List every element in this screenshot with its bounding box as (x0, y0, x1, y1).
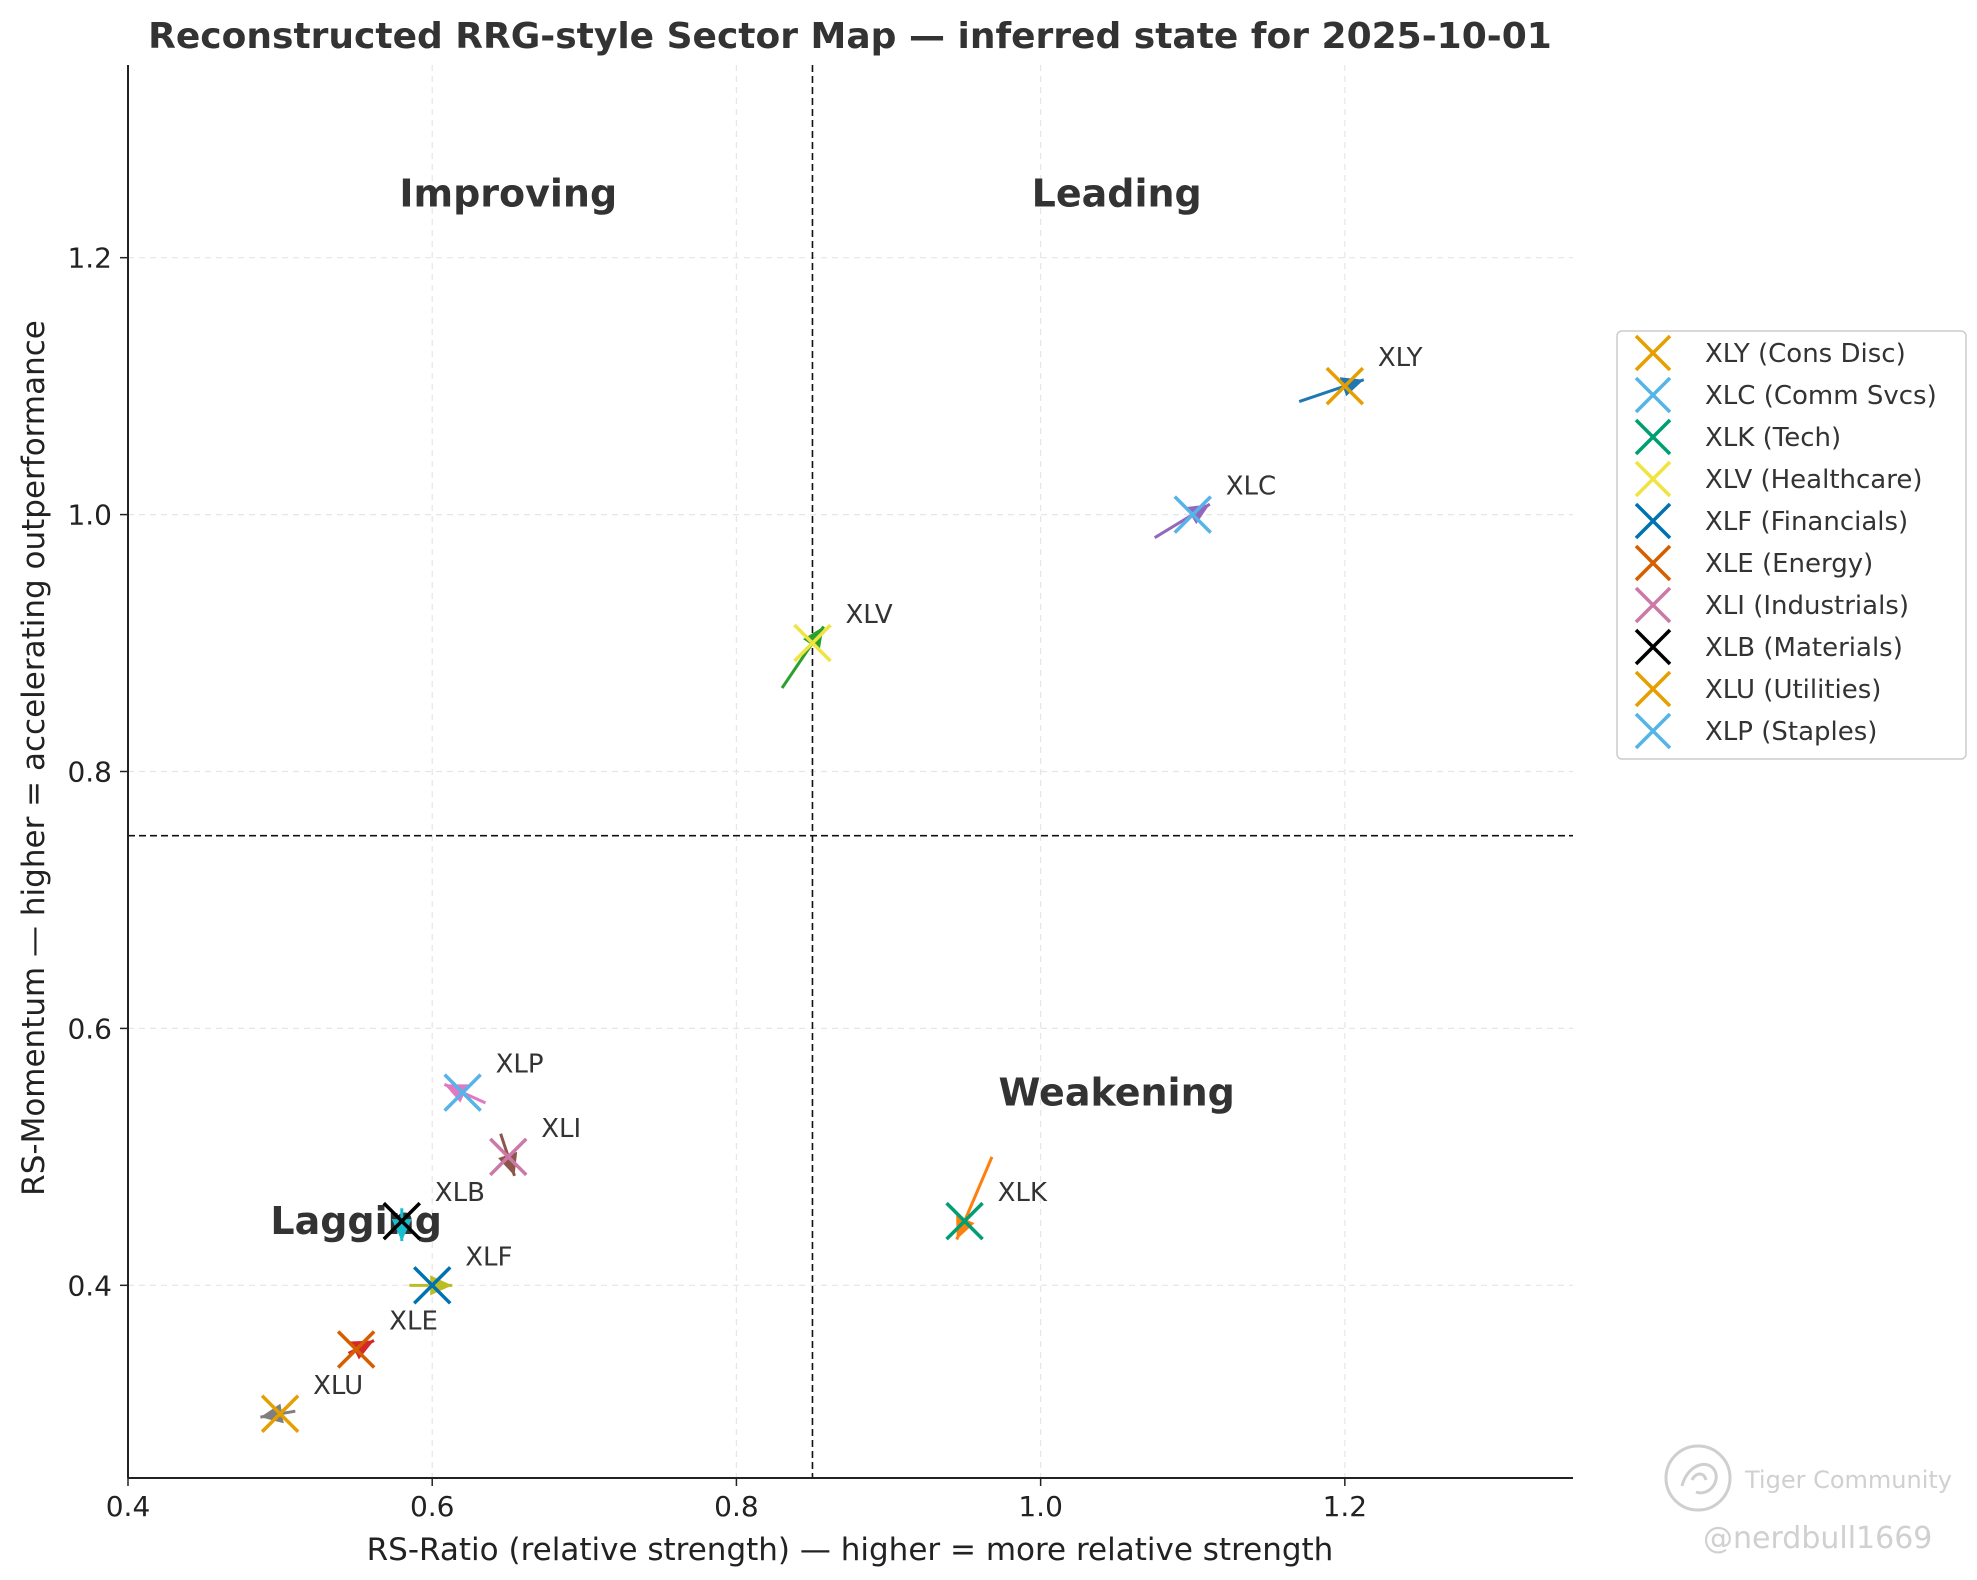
x-tick-label: 0.8 (714, 1490, 759, 1523)
marker-stroke (793, 623, 832, 663)
grid (127, 65, 1573, 1478)
marker-stroke (1173, 495, 1212, 534)
legend-frame (1616, 330, 1967, 760)
legend-marker (1634, 628, 1672, 666)
legend-label: XLF (Financials) (1705, 507, 1908, 537)
marker-stroke (1325, 366, 1365, 406)
point-label-xly: XLY (1378, 343, 1423, 373)
y-tick-label: 0.4 (67, 1269, 112, 1302)
quadrant-label-lagging: Lagging (270, 1199, 442, 1243)
marker-stroke (945, 1201, 984, 1241)
legend-entry-xlk: XLK (Tech) (1634, 418, 1841, 456)
reference-lines (128, 65, 1573, 1478)
data-points (260, 366, 1365, 1434)
legend-marker (1634, 544, 1672, 582)
point-label-xlv: XLV (845, 600, 892, 630)
legend-entry-xlf: XLF (Financials) (1634, 502, 1908, 540)
point-labels: XLY XLC XLK XLV XLF XLE XLI XLB XLU XLP (313, 343, 1423, 1401)
x-tick-label: 0.6 (410, 1490, 455, 1523)
legend-entry-xlu: XLU (Utilities) (1634, 670, 1881, 708)
legend-entry-xly: XLY (Cons Disc) (1634, 334, 1906, 372)
legend-label: XLB (Materials) (1705, 633, 1903, 663)
point-label-xle: XLE (389, 1307, 438, 1337)
y-tick-label: 1.2 (67, 242, 112, 275)
legend-marker (1634, 586, 1672, 624)
y-tick-label: 1.0 (67, 499, 112, 532)
legend-entry-xlb: XLB (Materials) (1634, 628, 1903, 666)
point-marker-xlv (793, 623, 832, 663)
point-marker-xlk (945, 1201, 984, 1241)
tiger-logo-icon (1664, 1444, 1732, 1512)
point-marker-xlc (1173, 495, 1212, 534)
quadrant-label-weakening: Weakening (999, 1071, 1235, 1115)
legend-marker (1634, 670, 1672, 708)
legend-entry-xle: XLE (Energy) (1634, 544, 1873, 582)
legend-entry-xlp: XLP (Staples) (1634, 712, 1877, 750)
legend-label: XLY (Cons Disc) (1705, 339, 1906, 369)
x-tick-label: 0.4 (106, 1490, 151, 1523)
legend-entry-xlv: XLV (Healthcare) (1634, 460, 1923, 498)
trail-arrowhead-xly (1339, 377, 1364, 397)
marker-stroke (412, 1266, 452, 1305)
trail-arrowhead-xlc (1185, 504, 1210, 525)
point-label-xlu: XLU (313, 1371, 363, 1401)
legend-label: XLP (Staples) (1705, 717, 1877, 747)
legend-marker (1634, 334, 1672, 372)
marker-stroke (336, 1330, 376, 1369)
legend-marker (1634, 712, 1672, 750)
point-marker-xlb (382, 1201, 422, 1241)
point-label-xli: XLI (541, 1114, 581, 1144)
axes: 0.4 0.6 0.8 1.0 1.2 0.4 0.6 0.8 1.0 1.2 (67, 65, 1573, 1523)
point-marker-xli (489, 1137, 528, 1177)
point-marker-xlp (443, 1073, 482, 1112)
point-label-xlp: XLP (496, 1050, 544, 1080)
legend-entry-xli: XLI (Industrials) (1634, 586, 1909, 624)
x-tick-label: 1.0 (1018, 1490, 1063, 1523)
point-marker-xlf (412, 1266, 452, 1305)
legend-entry-xlc: XLC (Comm Svcs) (1634, 376, 1937, 414)
legend-label: XLE (Energy) (1705, 549, 1873, 579)
legend-marker (1634, 502, 1672, 540)
watermark-handle: @nerdbull1669 (1703, 1521, 1932, 1556)
legend: XLY (Cons Disc) XLC (Comm Svcs) XLK (Tech)… (1616, 330, 1967, 760)
point-label-xlf: XLF (465, 1242, 512, 1272)
marker-stroke (382, 1201, 422, 1241)
x-tick-label: 1.2 (1323, 1490, 1368, 1523)
trail-arrowhead-xle (349, 1340, 374, 1360)
trail-arrowhead-xlp (444, 1084, 469, 1103)
legend-marker (1634, 418, 1672, 456)
trail-arrowhead-xli (498, 1151, 518, 1176)
point-marker-xlu (260, 1394, 300, 1434)
x-axis-label: RS-Ratio (relative strength) — higher = … (367, 1532, 1334, 1568)
point-label-xlk: XLK (998, 1178, 1048, 1208)
quadrant-label-leading: Leading (1032, 171, 1202, 215)
y-axis-label: RS-Momentum — higher = accelerating outp… (16, 320, 52, 1196)
legend-label: XLI (Industrials) (1705, 591, 1909, 621)
watermark: Tiger Community @nerdbull1669 (1664, 1444, 1952, 1556)
watermark-brand: Tiger Community (1744, 1466, 1952, 1494)
marker-stroke (260, 1394, 300, 1434)
legend-marker (1634, 460, 1672, 498)
point-label-xlc: XLC (1226, 472, 1276, 502)
trail-arrowhead-xlv (803, 626, 824, 651)
legend-label: XLC (Comm Svcs) (1705, 381, 1937, 411)
marker-stroke (489, 1137, 528, 1177)
point-marker-xly (1325, 366, 1365, 406)
legend-label: XLK (Tech) (1705, 423, 1841, 453)
quadrant-labels: Improving Leading Weakening Lagging (270, 171, 1234, 1243)
chart-title: Reconstructed RRG-style Sector Map — inf… (148, 16, 1552, 57)
point-marker-xle (336, 1330, 376, 1369)
quadrant-label-improving: Improving (399, 171, 617, 215)
trail-arrowhead-xlk (956, 1215, 975, 1240)
legend-marker (1634, 376, 1672, 414)
y-tick-label: 0.6 (67, 1012, 112, 1045)
point-label-xlb: XLB (435, 1178, 485, 1208)
legend-label: XLU (Utilities) (1705, 675, 1881, 705)
legend-label: XLV (Healthcare) (1705, 465, 1923, 495)
marker-stroke (443, 1073, 482, 1112)
y-tick-label: 0.8 (67, 756, 112, 789)
